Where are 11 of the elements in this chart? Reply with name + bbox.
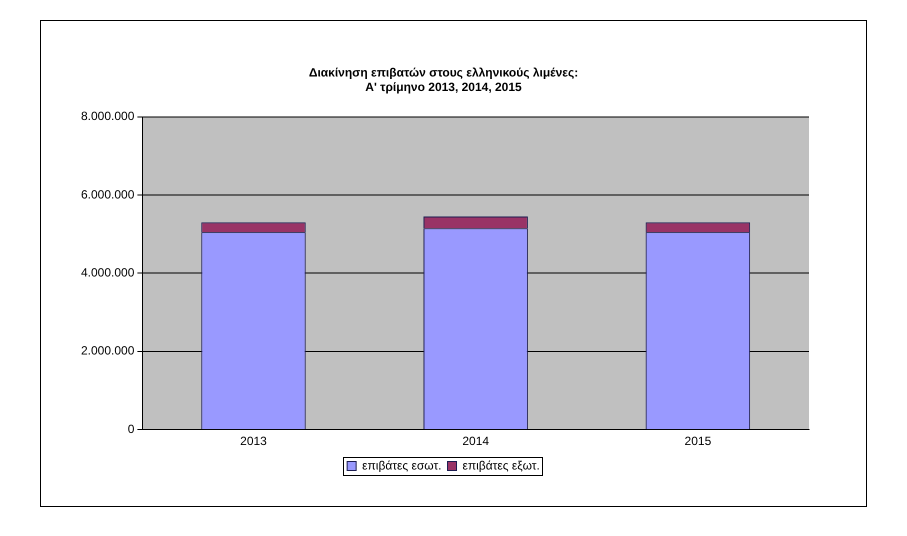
y-tick-label: 8.000.000 — [80, 109, 135, 124]
chart-title: Διακίνηση επιβατών στους ελληνικούς λιμένες: Α' τρίμηνο 2013, 2014, 2015 — [308, 66, 578, 94]
y-tick-label: 4.000.000 — [80, 266, 135, 280]
x-tick-label: 2015 — [684, 434, 712, 448]
y-tick-label: 0 — [128, 422, 135, 436]
y-tick-label: 6.000.000 — [80, 187, 135, 202]
y-tick-label: 2.000.000 — [80, 344, 135, 358]
legend-label: επιβάτες εξωτ. — [462, 458, 540, 472]
legend-label: επιβάτες εσωτ. — [362, 458, 442, 472]
x-tick-label: 2014 — [462, 434, 490, 448]
x-tick-label: 2013 — [240, 434, 268, 448]
